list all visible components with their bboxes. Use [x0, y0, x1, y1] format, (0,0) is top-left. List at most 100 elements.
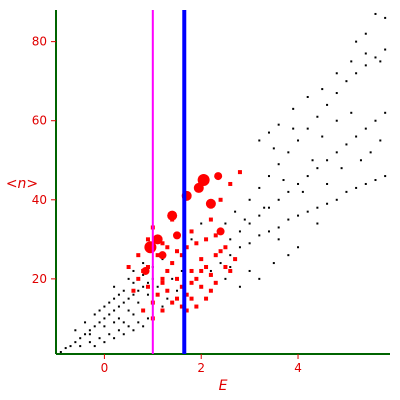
- data-point-black: [229, 238, 232, 241]
- data-point-red-square: [208, 217, 213, 222]
- data-point-black: [146, 293, 149, 296]
- data-point-black: [350, 60, 353, 63]
- data-point-black: [166, 297, 169, 300]
- data-point-red-square: [184, 245, 189, 250]
- data-point-red-square: [145, 237, 150, 242]
- data-point-black: [359, 159, 362, 162]
- data-point-red-square: [155, 253, 160, 258]
- data-point-black: [117, 305, 120, 308]
- data-point-red-square: [199, 257, 204, 262]
- data-point-black: [180, 269, 183, 272]
- data-point-red-square: [223, 245, 228, 250]
- data-point-red-square: [165, 268, 170, 273]
- data-point-red-square: [213, 253, 218, 258]
- data-point-black: [248, 198, 251, 201]
- data-point-black: [355, 72, 358, 75]
- data-point-red-circle: [141, 266, 150, 275]
- data-point-black: [267, 131, 270, 134]
- data-point-black: [374, 179, 377, 182]
- data-point-black: [384, 48, 387, 51]
- data-point-black: [137, 301, 140, 304]
- data-point-black: [301, 190, 304, 193]
- data-point-black: [84, 321, 87, 324]
- data-point-black: [171, 277, 174, 280]
- data-point-black: [93, 325, 96, 328]
- data-point-black: [277, 163, 280, 166]
- data-point-black: [267, 175, 270, 178]
- data-point-black: [306, 95, 309, 98]
- data-point-black: [113, 285, 116, 288]
- data-point-red-square: [179, 304, 184, 309]
- data-point-black: [316, 167, 319, 170]
- data-point-black: [64, 347, 67, 350]
- data-point-black: [316, 222, 319, 225]
- data-point-red-square: [179, 284, 184, 289]
- data-point-black: [161, 305, 164, 308]
- data-point-black: [84, 333, 87, 336]
- data-point-red-circle: [173, 231, 182, 240]
- data-point-black: [103, 341, 106, 344]
- data-point-black: [364, 127, 367, 130]
- data-point-black: [306, 210, 309, 213]
- data-point-red-square: [199, 268, 204, 273]
- data-point-black: [98, 321, 101, 324]
- data-point-black: [306, 127, 309, 130]
- data-point-black: [364, 52, 367, 55]
- data-point-black: [297, 214, 300, 217]
- data-point-black: [103, 317, 106, 320]
- y-axis-title: <n>: [6, 176, 38, 192]
- data-point-red-square: [208, 288, 213, 293]
- data-point-black: [263, 206, 266, 209]
- data-point-black: [282, 179, 285, 182]
- data-point-red-square: [165, 245, 170, 250]
- data-point-black: [345, 80, 348, 83]
- data-point-red-square: [223, 265, 228, 270]
- data-point-black: [258, 214, 261, 217]
- data-point-black: [79, 345, 82, 348]
- data-point-black: [335, 92, 338, 95]
- data-point-red-square: [204, 237, 209, 242]
- data-point-black: [287, 218, 290, 221]
- data-point-black: [384, 175, 387, 178]
- y-tick-label: 20: [32, 272, 47, 286]
- data-point-black: [355, 135, 358, 138]
- data-point-black: [113, 297, 116, 300]
- data-point-black: [316, 115, 319, 118]
- data-point-black: [297, 246, 300, 249]
- data-point-black: [113, 337, 116, 340]
- x-tick-label: 2: [197, 361, 205, 375]
- data-point-black: [379, 60, 382, 63]
- data-point-black: [297, 182, 300, 185]
- x-tick-label: 4: [294, 361, 302, 375]
- data-point-black: [190, 238, 193, 241]
- data-point-black: [98, 337, 101, 340]
- data-point-black: [384, 16, 387, 19]
- data-point-black: [292, 107, 295, 110]
- data-point-black: [132, 313, 135, 316]
- data-point-black: [364, 32, 367, 35]
- data-point-red-square: [136, 253, 141, 258]
- data-point-black: [79, 337, 82, 340]
- data-point-red-circle: [197, 174, 210, 187]
- data-point-red-square: [213, 280, 218, 285]
- data-point-black: [132, 281, 135, 284]
- data-point-red-square: [204, 265, 209, 270]
- data-point-black: [277, 123, 280, 126]
- data-point-black: [122, 301, 125, 304]
- data-point-black: [335, 119, 338, 122]
- data-point-black: [132, 293, 135, 296]
- data-point-red-square: [126, 265, 131, 270]
- data-point-red-square: [131, 288, 136, 293]
- data-point-red-square: [189, 268, 194, 273]
- data-point-red-square: [145, 284, 150, 289]
- data-point-black: [379, 139, 382, 142]
- data-point-red-square: [204, 296, 209, 301]
- data-point-red-circle: [205, 198, 216, 209]
- data-point-black: [297, 139, 300, 142]
- data-point-black: [69, 345, 72, 348]
- data-point-black: [209, 269, 212, 272]
- data-point-black: [108, 301, 111, 304]
- data-point-black: [374, 119, 377, 122]
- data-point-black: [321, 135, 324, 138]
- data-point-red-square: [189, 229, 194, 234]
